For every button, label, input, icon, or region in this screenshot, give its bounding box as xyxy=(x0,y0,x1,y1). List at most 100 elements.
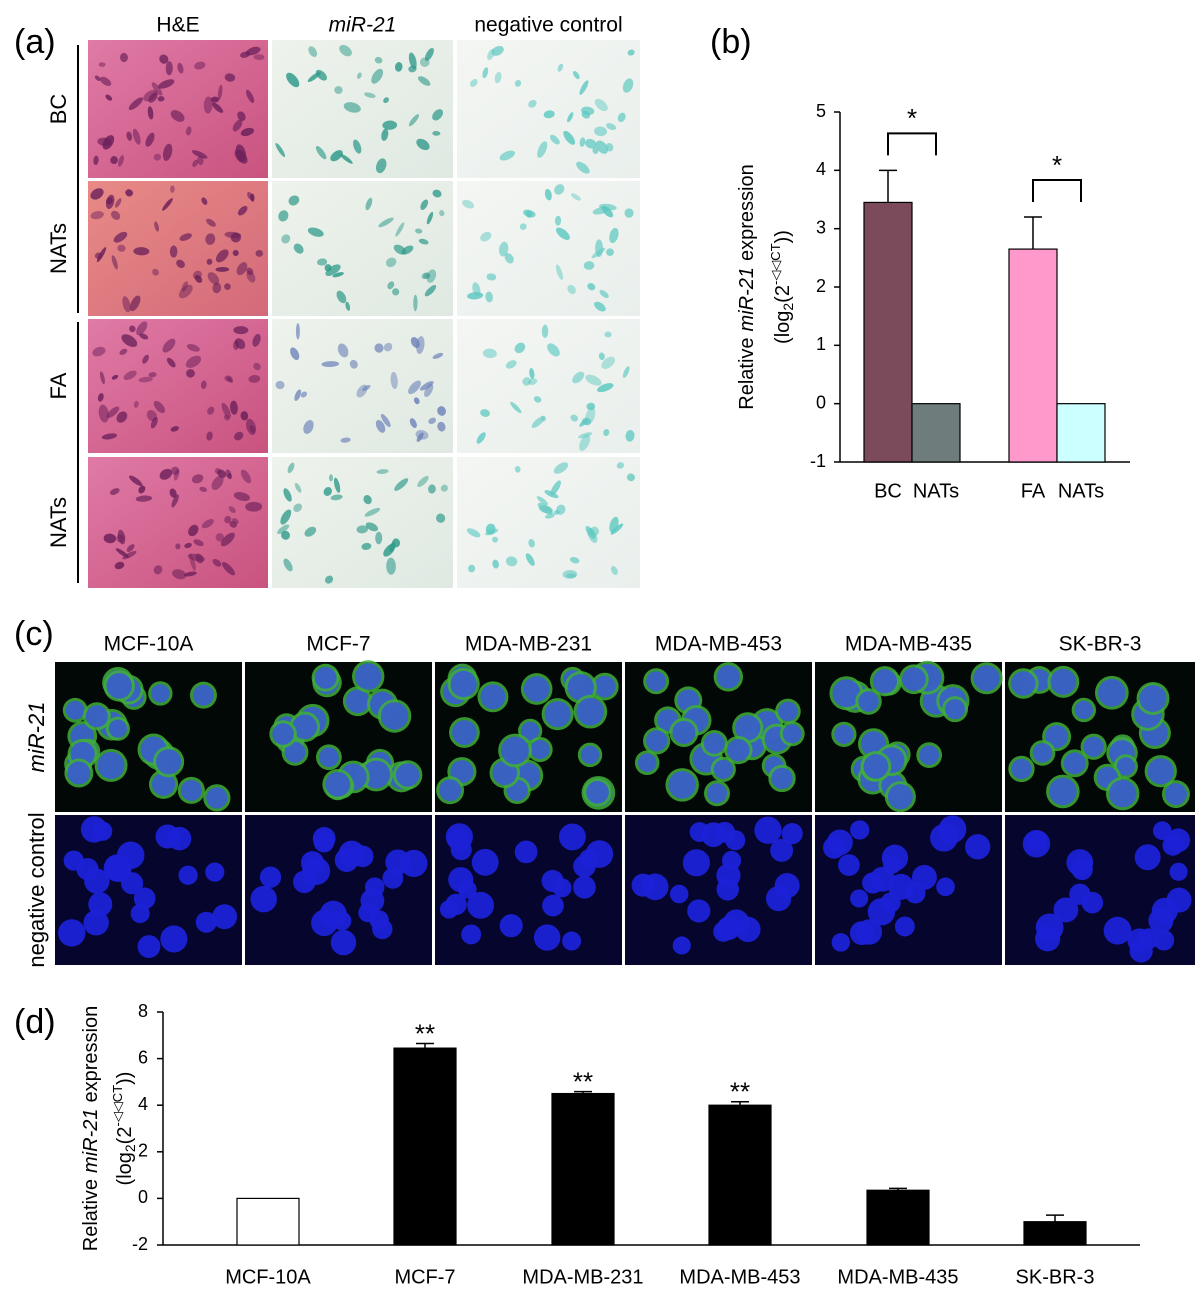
cell xyxy=(383,97,389,104)
cell xyxy=(102,135,115,150)
cell xyxy=(973,665,1000,692)
cell xyxy=(572,371,585,384)
cell xyxy=(480,409,490,417)
cell xyxy=(136,321,148,336)
cell xyxy=(385,849,411,875)
cell xyxy=(919,745,940,765)
row-label: NATs xyxy=(46,223,71,274)
cell xyxy=(302,857,331,885)
y-axis-unit: (log2(2-◁◁CT)) xyxy=(110,1072,137,1186)
cell xyxy=(556,504,566,515)
cell xyxy=(247,191,254,201)
bar xyxy=(551,1092,615,1246)
cell xyxy=(631,873,655,897)
cell xyxy=(569,556,580,564)
cell xyxy=(415,430,429,440)
cell xyxy=(461,924,482,945)
cell xyxy=(499,150,515,161)
cell xyxy=(537,141,548,158)
cell xyxy=(278,210,289,222)
cell xyxy=(215,533,225,542)
cell xyxy=(428,484,436,494)
cell xyxy=(374,343,384,353)
cell xyxy=(834,724,854,744)
cell xyxy=(587,283,596,291)
y-axis-unit-part: -◁◁CT xyxy=(768,243,783,285)
x-tick-label: NATs xyxy=(913,480,959,502)
cell xyxy=(314,666,337,689)
cell xyxy=(236,262,248,276)
panel-label: (a) xyxy=(14,23,56,61)
cell xyxy=(330,929,357,956)
cell xyxy=(617,112,626,123)
y-axis-unit-part: (2 xyxy=(772,285,794,303)
cell xyxy=(205,862,225,882)
cell xyxy=(170,426,179,432)
cell xyxy=(332,911,352,931)
cell xyxy=(1134,844,1161,871)
error-bar xyxy=(1024,216,1042,250)
cell xyxy=(319,747,339,768)
cell xyxy=(206,431,213,441)
cell xyxy=(80,816,108,843)
cell xyxy=(850,820,870,840)
cell xyxy=(375,531,383,545)
cell xyxy=(624,208,634,218)
cell xyxy=(627,49,635,56)
cell xyxy=(178,865,198,885)
cell xyxy=(287,462,295,474)
cell xyxy=(277,524,290,535)
cell xyxy=(215,249,229,263)
cell xyxy=(395,763,420,787)
cell xyxy=(293,503,303,512)
cell xyxy=(321,361,340,368)
cell xyxy=(735,715,761,741)
cell xyxy=(1063,752,1086,775)
cell xyxy=(525,553,535,566)
cell xyxy=(132,128,141,145)
cell xyxy=(138,376,153,383)
cell xyxy=(187,553,206,562)
cell xyxy=(152,268,159,276)
y-axis-title-part: expression xyxy=(736,164,758,261)
cell xyxy=(1081,891,1104,914)
cell xyxy=(184,542,192,549)
cell xyxy=(284,741,306,763)
cell xyxy=(1097,678,1126,707)
cell xyxy=(293,243,304,254)
cell xyxy=(547,343,560,357)
x-tick-label: MCF-7 xyxy=(394,1266,455,1288)
cell xyxy=(199,486,208,492)
cell xyxy=(224,283,231,290)
cell xyxy=(432,131,441,136)
cell xyxy=(610,566,618,575)
cell xyxy=(212,558,222,567)
cell xyxy=(116,411,128,423)
cell xyxy=(849,921,874,946)
y-axis-unit: (log2(2-◁◁CT)) xyxy=(768,230,795,344)
cell xyxy=(336,290,347,304)
column-header: negative control xyxy=(474,14,622,37)
cell xyxy=(272,723,294,745)
cell xyxy=(90,188,104,200)
cell xyxy=(541,869,564,892)
cell xyxy=(1147,758,1174,785)
cell xyxy=(173,469,180,481)
cell xyxy=(378,217,394,228)
cell xyxy=(229,400,238,415)
cell xyxy=(245,46,261,56)
cell xyxy=(233,340,239,351)
cell xyxy=(188,524,199,537)
cell xyxy=(437,421,446,432)
cell xyxy=(171,494,179,508)
cell xyxy=(482,67,489,79)
cell xyxy=(394,62,403,72)
cell xyxy=(195,911,217,933)
cell xyxy=(832,679,861,708)
cell xyxy=(159,468,173,480)
cell xyxy=(58,919,86,947)
cell xyxy=(250,885,277,913)
cell xyxy=(315,69,327,81)
bar xyxy=(708,1104,772,1246)
